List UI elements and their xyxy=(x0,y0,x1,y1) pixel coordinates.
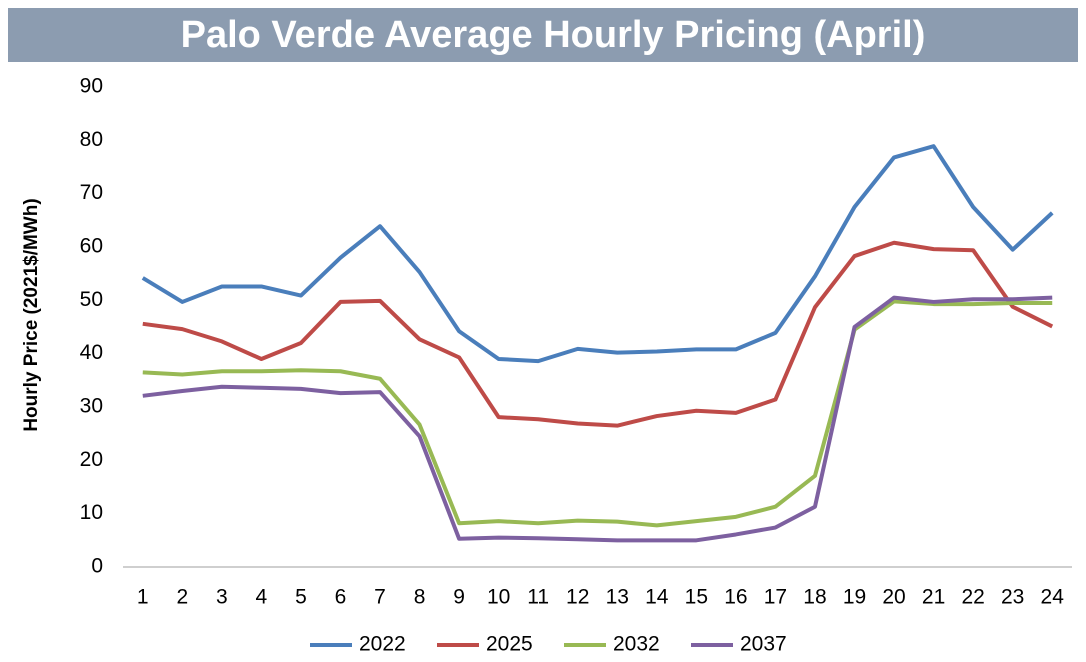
x-tick-label: 2 xyxy=(176,586,188,609)
y-tick-label: 10 xyxy=(80,501,103,524)
y-axis-label: Hourly Price (2021$/MWh) xyxy=(21,198,42,431)
x-tick-label: 16 xyxy=(724,586,747,609)
x-tick-label: 14 xyxy=(645,586,669,609)
x-tick-label: 21 xyxy=(922,586,945,609)
x-tick-label: 10 xyxy=(487,586,510,609)
title-bar xyxy=(8,8,1078,62)
x-tick-label: 19 xyxy=(843,586,866,609)
legend-label: 2037 xyxy=(740,633,787,656)
x-tick-label: 13 xyxy=(606,586,629,609)
x-tick-label: 15 xyxy=(685,586,708,609)
y-tick-label: 50 xyxy=(80,288,103,311)
x-tick-label: 3 xyxy=(216,586,228,609)
legend-label: 2025 xyxy=(486,633,533,656)
chart-title: Palo Verde Average Hourly Pricing (April… xyxy=(181,14,926,56)
x-tick-label: 24 xyxy=(1041,586,1065,609)
y-tick-label: 20 xyxy=(80,448,103,471)
x-tick-label: 5 xyxy=(295,586,307,609)
y-tick-label: 40 xyxy=(80,341,103,364)
x-tick-label: 6 xyxy=(335,586,347,609)
series-line xyxy=(141,144,1054,364)
x-tick-label: 18 xyxy=(803,586,826,609)
series-line xyxy=(142,295,1053,543)
x-tick-label: 8 xyxy=(414,586,426,609)
y-tick-label: 80 xyxy=(80,128,103,151)
y-tick-label: 90 xyxy=(80,75,103,98)
y-tick-label: 0 xyxy=(91,555,103,578)
x-tick-label: 7 xyxy=(374,586,386,609)
y-tick-label: 70 xyxy=(80,181,103,204)
series-line xyxy=(142,299,1053,528)
x-tick-label: 23 xyxy=(1001,586,1024,609)
x-tick-label: 9 xyxy=(453,586,465,609)
legend-label: 2032 xyxy=(613,633,660,656)
y-tick-label: 30 xyxy=(80,395,103,418)
series-line xyxy=(142,240,1054,428)
x-tick-label: 4 xyxy=(256,586,268,609)
x-tick-label: 11 xyxy=(527,586,549,609)
legend-label: 2022 xyxy=(359,633,406,656)
y-tick-label: 60 xyxy=(80,235,103,258)
x-tick-label: 12 xyxy=(566,586,589,609)
x-tick-label: 1 xyxy=(137,586,149,609)
x-tick-label: 22 xyxy=(961,586,984,609)
x-tick-label: 17 xyxy=(764,586,787,609)
x-tick-label: 20 xyxy=(882,586,905,609)
